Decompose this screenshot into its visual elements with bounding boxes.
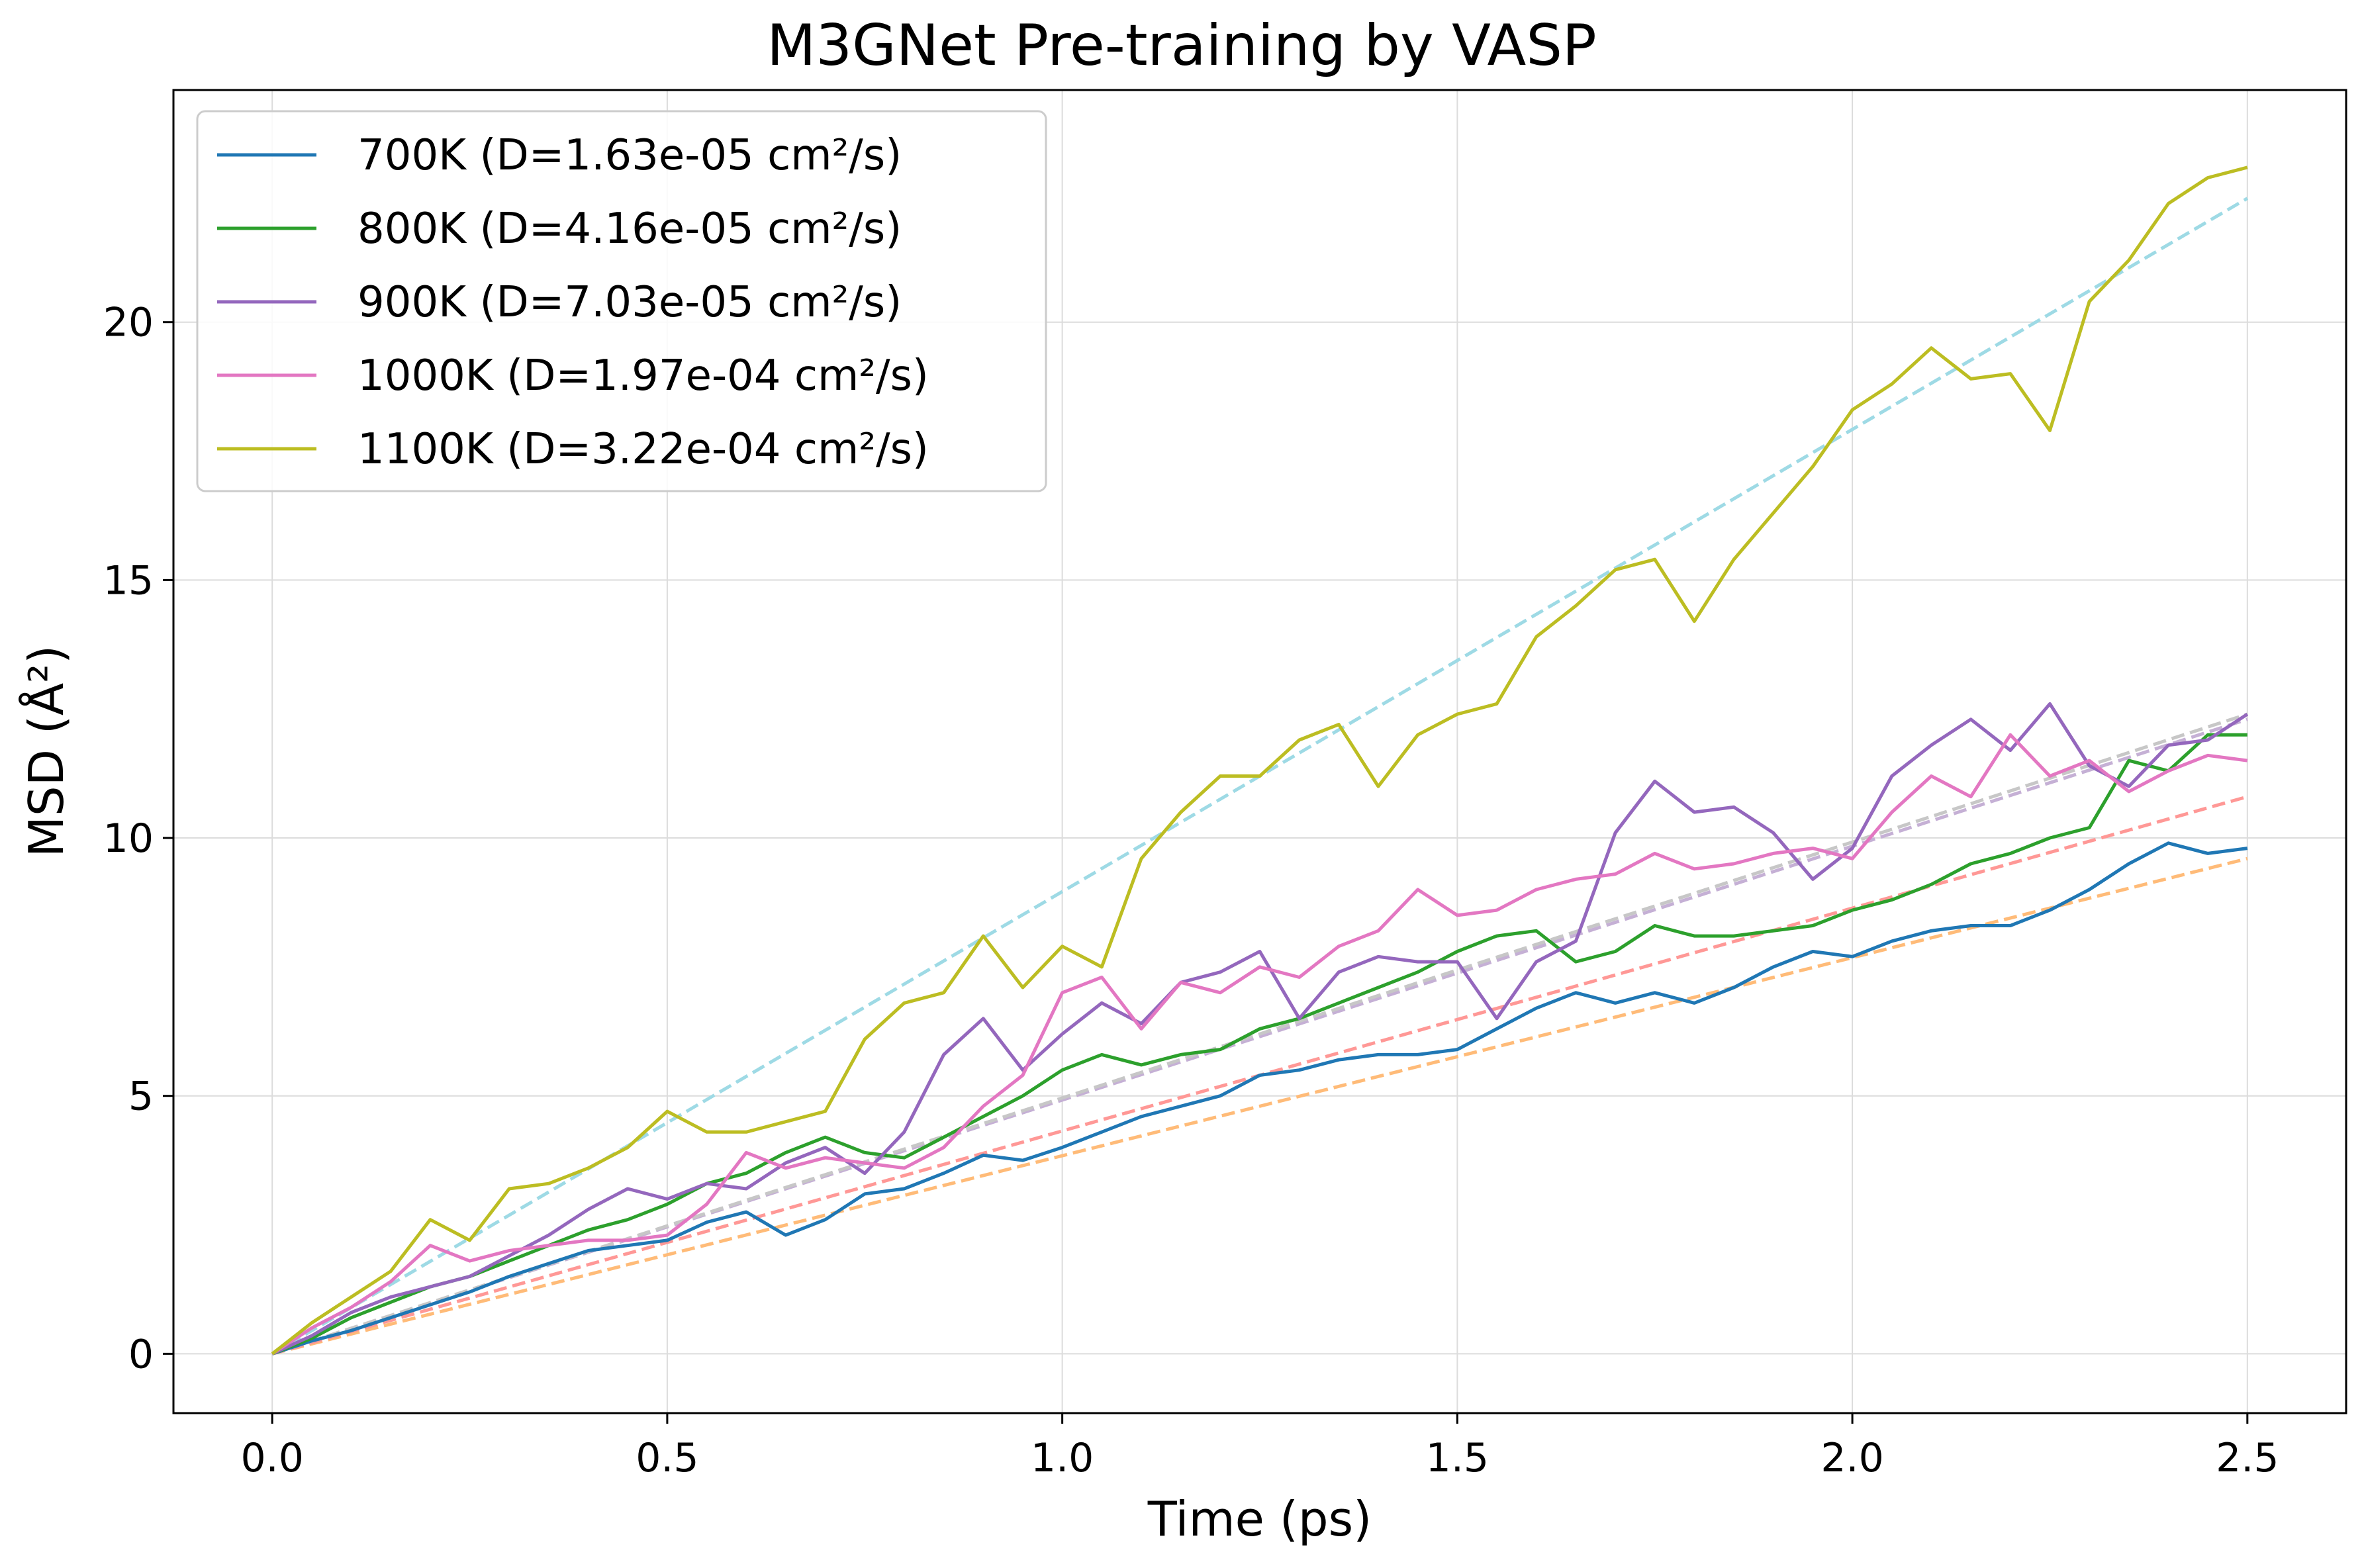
series-line: [271, 733, 2247, 1356]
legend-label: 900K (D=7.03e-05 cm²/s): [357, 278, 902, 327]
x-tick-label: 1.5: [1426, 1435, 1489, 1481]
y-tick-label: 15: [103, 557, 154, 604]
x-axis-ticks: 0.0 0.5 1.0 1.5 2.0 2.5: [240, 1413, 2279, 1481]
x-tick-label: 0.0: [240, 1435, 303, 1481]
series-line: [271, 733, 2248, 1356]
fit-line: [271, 712, 2248, 1356]
chart-title: M3GNet Pre-training by VASP: [767, 13, 1597, 79]
series-lines: [271, 165, 2249, 1356]
y-tick-label: 5: [128, 1074, 154, 1120]
legend-box: [196, 110, 1047, 492]
x-tick-label: 1.0: [1031, 1435, 1094, 1481]
legend-label: 800K (D=4.16e-05 cm²/s): [357, 205, 902, 254]
x-tick-label: 2.5: [2216, 1435, 2279, 1481]
series-line: [271, 165, 2248, 1356]
legend-label: 1000K (D=1.97e-04 cm²/s): [357, 351, 929, 400]
legend-label: 1100K (D=3.22e-04 cm²/s): [357, 425, 929, 474]
series-line: [271, 702, 2249, 1356]
x-tick-label: 0.5: [636, 1435, 698, 1481]
series-line: [271, 841, 2248, 1356]
y-tick-label: 0: [128, 1331, 154, 1377]
fit-line: [271, 856, 2248, 1356]
legend-label: 700K (D=1.63e-05 cm²/s): [357, 131, 902, 180]
y-tick-label: 10: [103, 815, 154, 862]
y-tick-label: 20: [103, 300, 154, 346]
legend: 700K (D=1.63e-05 cm²/s) 800K (D=4.16e-05 …: [196, 110, 1047, 492]
grid: [173, 90, 2346, 1413]
y-axis-title: MSD (Å²): [19, 645, 74, 857]
x-tick-label: 2.0: [1820, 1435, 1883, 1481]
x-axis-title: Time (ps): [1147, 1491, 1372, 1547]
plot-frame: [172, 89, 2347, 1414]
y-axis-ticks: 0 5 10 15 20: [103, 300, 173, 1377]
